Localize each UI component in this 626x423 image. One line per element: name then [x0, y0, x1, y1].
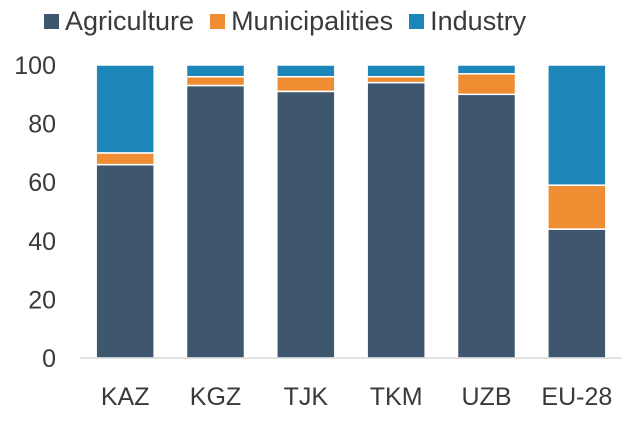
y-tick-label: 20 [28, 286, 56, 314]
bar-segment-industry-tkm [366, 64, 426, 78]
legend-swatch-industry [409, 14, 425, 29]
y-tick-label: 80 [28, 111, 56, 139]
bar-segment-industry-uzb [456, 64, 517, 75]
x-tick-label: TJK [284, 383, 329, 411]
y-tick-label: 60 [28, 169, 56, 197]
bar-segment-municipalities-kaz [95, 152, 155, 166]
bar-segment-agriculture-uzb [456, 93, 517, 359]
y-tick-label: 100 [14, 52, 56, 80]
bar-segment-industry-kaz [95, 64, 155, 154]
x-tick-label: EU-28 [541, 383, 612, 411]
legend: Agriculture Municipalities Industry [44, 6, 526, 37]
legend-label-agriculture: Agriculture [65, 6, 195, 36]
x-tick-label: UZB [462, 383, 512, 411]
bar-segment-industry-kgz [185, 64, 246, 78]
bar-segment-municipalities-kgz [185, 75, 246, 87]
bar-segment-municipalities-eu-28 [547, 184, 607, 230]
legend-swatch-agriculture [44, 14, 59, 29]
bar-segment-agriculture-tkm [366, 81, 426, 359]
legend-item-municipalities: Municipalities [210, 6, 393, 37]
bar-segment-industry-eu-28 [547, 64, 607, 186]
y-tick-label: 40 [28, 228, 56, 256]
bar-segment-municipalities-tjk [276, 75, 336, 93]
legend-label-industry: Industry [430, 6, 527, 36]
bar-segment-agriculture-tjk [276, 90, 336, 359]
legend-swatch-municipalities [210, 14, 226, 29]
bar-segment-industry-tjk [276, 64, 336, 78]
legend-label-municipalities: Municipalities [231, 6, 394, 36]
x-tick-label: TKM [370, 383, 423, 411]
bar-segment-agriculture-kaz [95, 163, 155, 359]
y-tick-label: 0 [42, 345, 56, 373]
bar-segment-agriculture-eu-28 [547, 228, 607, 359]
x-tick-label: KAZ [101, 383, 150, 411]
legend-item-agriculture: Agriculture [44, 6, 194, 37]
bar-segment-municipalities-uzb [456, 73, 517, 96]
bar-segment-municipalities-tkm [366, 75, 426, 84]
x-tick-label: KGZ [190, 383, 241, 411]
bar-segment-agriculture-kgz [185, 84, 246, 359]
legend-item-industry: Industry [409, 6, 526, 37]
